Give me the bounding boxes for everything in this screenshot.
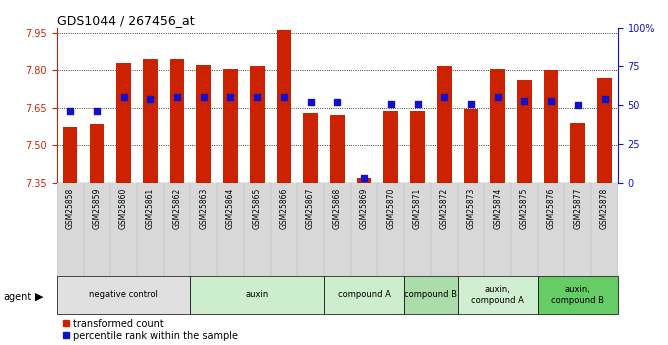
Point — [572, 102, 583, 108]
Legend: transformed count, percentile rank within the sample: transformed count, percentile rank withi… — [61, 319, 238, 341]
Text: GSM25866: GSM25866 — [279, 188, 289, 229]
Text: GSM25870: GSM25870 — [386, 188, 395, 229]
Text: GSM25868: GSM25868 — [333, 188, 342, 229]
Point — [385, 101, 396, 106]
Point — [305, 99, 316, 105]
Text: auxin,
compound A: auxin, compound A — [471, 285, 524, 305]
Text: agent: agent — [3, 292, 31, 302]
Bar — [190, 276, 324, 314]
Text: GSM25867: GSM25867 — [306, 188, 315, 229]
Text: compound A: compound A — [337, 290, 391, 299]
Point — [546, 98, 556, 104]
Text: GSM25877: GSM25877 — [573, 188, 582, 229]
Bar — [303, 113, 318, 183]
Point — [225, 95, 236, 100]
Bar — [570, 123, 585, 183]
Point — [118, 95, 129, 100]
Text: GSM25869: GSM25869 — [359, 188, 369, 229]
Bar — [357, 178, 371, 183]
Text: auxin: auxin — [246, 290, 269, 299]
Bar — [330, 115, 345, 183]
Point — [359, 176, 369, 181]
Bar — [63, 127, 77, 183]
Point — [599, 96, 610, 102]
Text: compound B: compound B — [404, 290, 458, 299]
Bar — [250, 66, 265, 183]
Bar — [196, 65, 211, 183]
Bar — [464, 109, 478, 183]
Bar — [324, 276, 404, 314]
Text: GSM25878: GSM25878 — [600, 188, 609, 229]
Point — [466, 101, 476, 106]
Text: GSM25865: GSM25865 — [253, 188, 262, 229]
Bar — [383, 111, 398, 183]
Point — [279, 95, 289, 100]
Point — [519, 98, 530, 104]
Bar — [437, 66, 452, 183]
Text: GSM25861: GSM25861 — [146, 188, 155, 229]
Bar — [143, 59, 158, 183]
Bar — [517, 80, 532, 183]
Point — [332, 99, 343, 105]
Point — [252, 95, 263, 100]
Text: GSM25860: GSM25860 — [119, 188, 128, 229]
Text: ▶: ▶ — [35, 292, 43, 302]
Bar — [57, 276, 190, 314]
Text: GSM25876: GSM25876 — [546, 188, 556, 229]
Text: negative control: negative control — [89, 290, 158, 299]
Text: GSM25873: GSM25873 — [466, 188, 476, 229]
Point — [439, 95, 450, 100]
Bar — [404, 276, 458, 314]
Text: GSM25872: GSM25872 — [440, 188, 449, 229]
Text: GSM25871: GSM25871 — [413, 188, 422, 229]
Point — [65, 109, 75, 114]
Bar — [90, 124, 104, 183]
Point — [412, 101, 423, 106]
Text: auxin,
compound B: auxin, compound B — [551, 285, 605, 305]
Bar — [458, 276, 538, 314]
Bar — [490, 69, 505, 183]
Point — [92, 109, 102, 114]
Text: GSM25875: GSM25875 — [520, 188, 529, 229]
Point — [492, 95, 503, 100]
Point — [145, 96, 156, 102]
Bar — [116, 63, 131, 183]
Bar — [544, 70, 558, 183]
Text: GSM25862: GSM25862 — [172, 188, 182, 229]
Text: GSM25864: GSM25864 — [226, 188, 235, 229]
Text: GSM25874: GSM25874 — [493, 188, 502, 229]
Bar — [410, 111, 425, 183]
Bar — [170, 59, 184, 183]
Point — [198, 95, 209, 100]
Text: GDS1044 / 267456_at: GDS1044 / 267456_at — [57, 14, 194, 27]
Text: GSM25859: GSM25859 — [92, 188, 102, 229]
Bar — [597, 78, 612, 183]
Bar — [223, 69, 238, 183]
Text: GSM25858: GSM25858 — [65, 188, 75, 229]
Bar — [538, 276, 618, 314]
Text: GSM25863: GSM25863 — [199, 188, 208, 229]
Point — [172, 95, 182, 100]
Bar — [277, 30, 291, 183]
